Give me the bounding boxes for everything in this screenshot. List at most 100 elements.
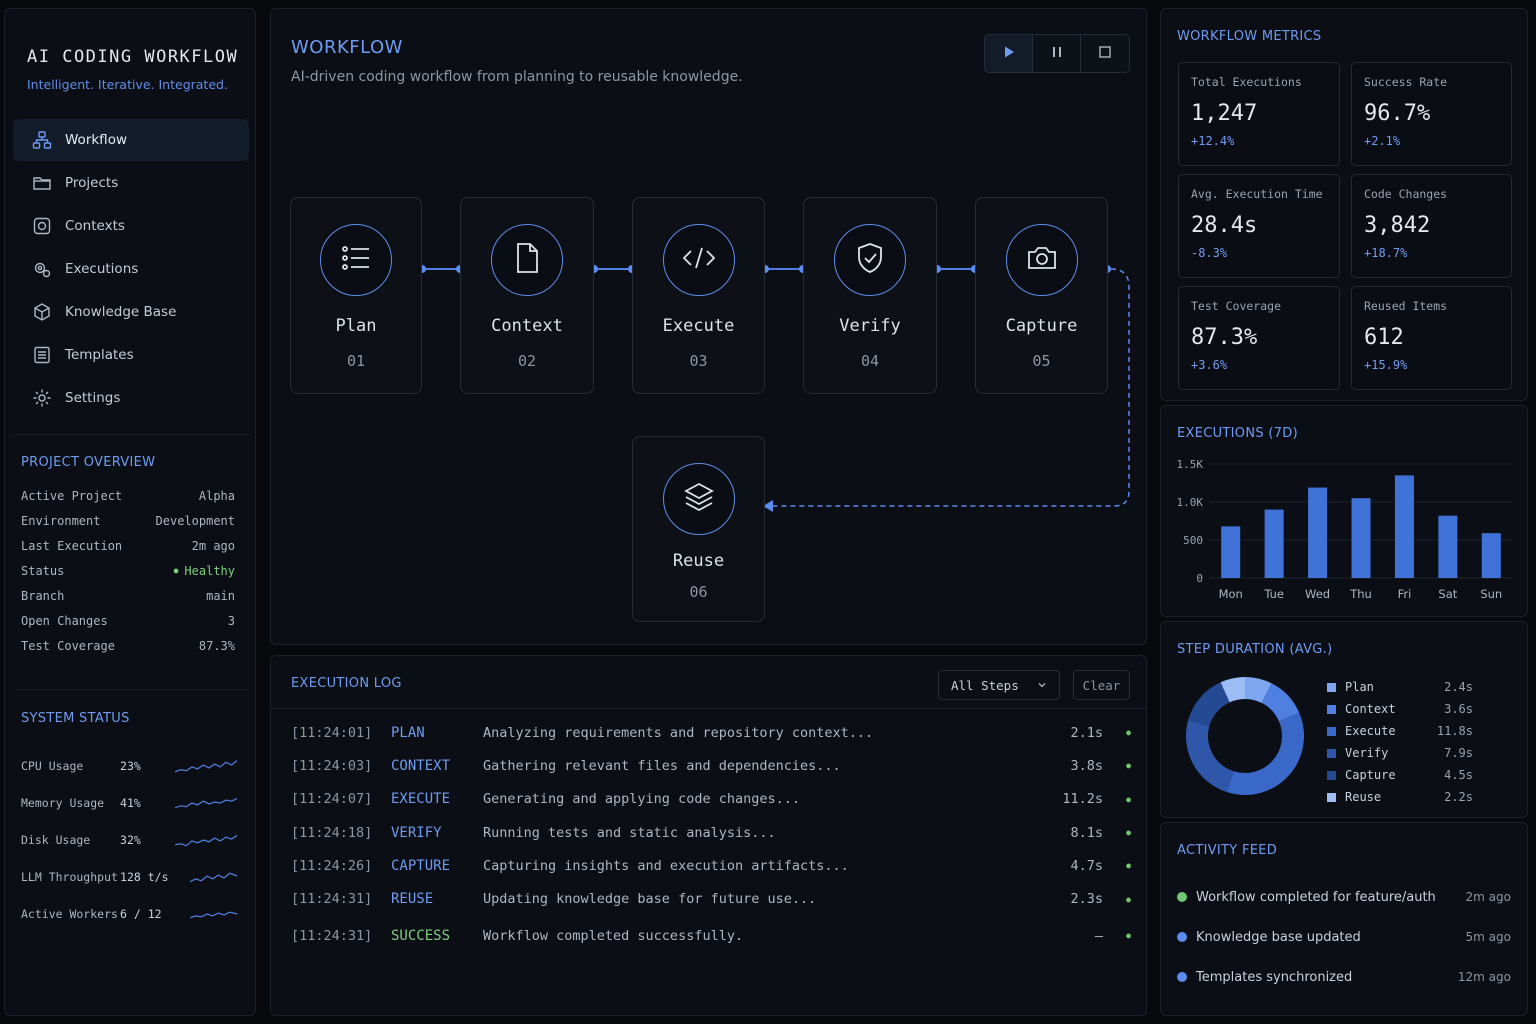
camera-icon <box>1025 241 1059 279</box>
metric-label: Code Changes <box>1364 187 1448 201</box>
step-name: Verify <box>839 316 901 336</box>
log-time: [11:24:31] <box>291 891 373 908</box>
overview-label: Open Changes <box>21 614 108 628</box>
metric-delta: +2.1% <box>1364 134 1401 148</box>
gear-icon <box>31 387 53 409</box>
workflow-step-context[interactable]: Context 02 <box>460 197 594 394</box>
step-number: 04 <box>860 352 880 370</box>
donut-slice <box>1226 712 1304 795</box>
log-step: REUSE <box>391 891 434 908</box>
legend-swatch <box>1327 770 1336 780</box>
filter-label: All Steps <box>951 677 1019 693</box>
metric-label: Success Rate <box>1364 75 1448 89</box>
donut-slice <box>1220 677 1246 703</box>
metric-delta: +18.7% <box>1364 246 1408 260</box>
log-message: Generating and applying code changes... <box>483 791 800 808</box>
legend-value: 2.4s <box>1444 680 1473 694</box>
status-row: Memory Usage 41% <box>21 784 237 821</box>
workflow-step-reuse[interactable]: Reuse 06 <box>632 436 765 622</box>
legend-label: Execute <box>1345 724 1396 738</box>
system-status-title: SYSTEM STATUS <box>21 711 130 726</box>
workflow-step-plan[interactable]: Plan 01 <box>290 197 422 394</box>
sparkline <box>174 759 237 772</box>
execution-log-panel: EXECUTION LOG All Steps Clear [11:24:01]… <box>270 655 1147 1016</box>
sidebar-item-settings[interactable]: Settings <box>13 377 249 419</box>
bar <box>1264 509 1284 578</box>
status-row: CPU Usage 23% <box>21 747 237 784</box>
sidebar-item-workflow[interactable]: Workflow <box>13 119 249 161</box>
workflow-metrics-title: WORKFLOW METRICS <box>1177 29 1322 44</box>
activity-item: Workflow completed for feature/auth 2m ag… <box>1177 877 1511 917</box>
x-tick-label: Sun <box>1480 587 1502 601</box>
sidebar-item-knowledge-base[interactable]: Knowledge Base <box>13 291 249 333</box>
log-message: Workflow completed successfully. <box>483 927 744 944</box>
sidebar-item-label: Contexts <box>65 218 125 234</box>
sidebar-item-label: Settings <box>65 390 121 406</box>
legend-swatch <box>1327 792 1336 802</box>
step-number: 05 <box>1032 352 1051 370</box>
workflow-step-capture[interactable]: Capture 05 <box>975 197 1108 394</box>
executions-chart-title: EXECUTIONS (7D) <box>1177 426 1298 441</box>
connector-dot <box>418 265 426 273</box>
step-number: 06 <box>689 583 708 601</box>
status-row: LLM Throughput 128 t/s <box>21 858 237 895</box>
status-row: Active Workers 6 / 12 <box>21 895 237 932</box>
step-name: Plan <box>335 316 377 336</box>
clear-button[interactable]: Clear <box>1073 670 1130 700</box>
metric-card: Reused Items 612 +15.9% <box>1351 286 1512 390</box>
divider <box>13 434 249 435</box>
metric-delta: +12.4% <box>1191 134 1235 148</box>
playback-controls <box>984 34 1130 73</box>
step-filter-dropdown[interactable]: All Steps <box>938 670 1060 700</box>
pause-icon <box>1050 44 1064 63</box>
folder-icon <box>31 172 53 194</box>
activity-text: Workflow completed for feature/auth <box>1196 889 1436 905</box>
log-time: [11:24:07] <box>291 791 373 808</box>
bar <box>1308 487 1328 578</box>
legend-item: Plan 2.4s <box>1327 676 1473 698</box>
sidebar-item-contexts[interactable]: Contexts <box>13 205 249 247</box>
pause-button[interactable] <box>1033 35 1081 72</box>
play-button[interactable] <box>985 35 1033 72</box>
overview-row: Active Project Alpha <box>21 489 235 514</box>
step-number: 03 <box>689 352 708 370</box>
shield-check-icon <box>853 241 887 279</box>
connector-dot <box>933 265 941 273</box>
status-label: Active Workers <box>21 906 118 921</box>
x-tick-label: Wed <box>1305 587 1330 601</box>
workflow-step-verify[interactable]: Verify 04 <box>803 197 937 394</box>
activity-list: Workflow completed for feature/auth 2m ag… <box>1177 877 1511 997</box>
legend-item: Context 3.6s <box>1327 698 1473 720</box>
sidebar-item-executions[interactable]: Executions <box>13 248 249 290</box>
sidebar-item-projects[interactable]: Projects <box>13 162 249 204</box>
y-tick-label: 500 <box>1183 534 1203 547</box>
status-dot-icon: ● <box>1126 931 1131 941</box>
step-duration-legend: Plan 2.4s Context 3.6s Execute 11.8s Verify 7.9… <box>1327 676 1473 808</box>
y-tick-label: 1.5K <box>1177 458 1204 471</box>
activity-text: Knowledge base updated <box>1196 929 1361 945</box>
play-icon <box>1002 44 1016 63</box>
sparkline <box>189 872 237 882</box>
activity-time: 5m ago <box>1465 930 1511 944</box>
log-duration: 4.7s <box>1070 857 1103 874</box>
legend-value: 11.8s <box>1436 724 1473 738</box>
status-dot-icon: ● <box>1126 794 1131 804</box>
metric-label: Reused Items <box>1364 299 1448 313</box>
step-icon-circle <box>662 224 735 296</box>
metric-value: 28.4s <box>1191 213 1258 238</box>
step-duration-title: STEP DURATION (AVG.) <box>1177 642 1333 657</box>
workflow-step-execute[interactable]: Execute 03 <box>632 197 765 394</box>
step-name: Reuse <box>672 551 725 571</box>
sidebar-item-templates[interactable]: Templates <box>13 334 249 376</box>
donut-slice <box>1186 720 1235 793</box>
log-duration: 11.2s <box>1062 791 1103 808</box>
legend-item: Execute 11.8s <box>1327 720 1473 742</box>
step-number: 02 <box>517 352 537 370</box>
status-row: Disk Usage 32% <box>21 821 237 858</box>
sparkline <box>174 797 237 808</box>
metric-card: Code Changes 3,842 +18.7% <box>1351 174 1512 278</box>
stop-button[interactable] <box>1081 35 1129 72</box>
log-message: Updating knowledge base for future use..… <box>483 891 817 908</box>
sidebar-item-label: Projects <box>65 175 119 191</box>
sparkline <box>174 834 237 846</box>
